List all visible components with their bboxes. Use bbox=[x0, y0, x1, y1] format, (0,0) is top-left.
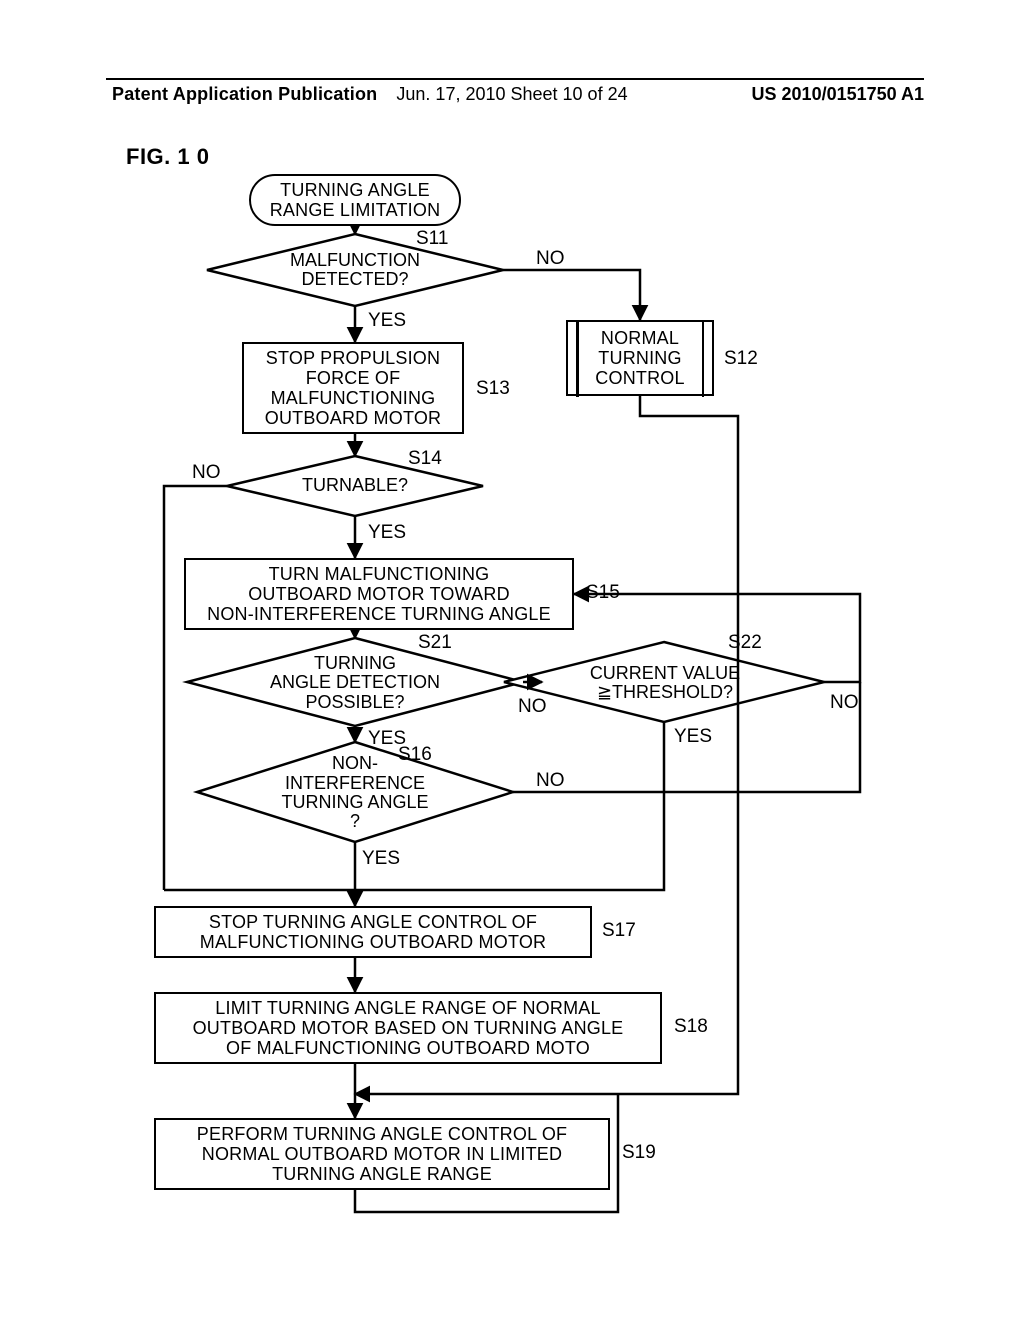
s21-label: TURNINGANGLE DETECTIONPOSSIBLE? bbox=[245, 656, 465, 710]
header-right: US 2010/0151750 A1 bbox=[752, 84, 924, 105]
s16-diamond bbox=[197, 742, 513, 842]
s13-tag: S13 bbox=[476, 378, 510, 400]
s17-tag: S17 bbox=[602, 920, 636, 942]
s14-tag: S14 bbox=[408, 448, 442, 470]
s16-yes: YES bbox=[362, 848, 400, 870]
s19-process: PERFORM TURNING ANGLE CONTROL OFNORMAL O… bbox=[154, 1118, 610, 1190]
flowchart-canvas: TURNING ANGLERANGE LIMITATION MALFUNCTIO… bbox=[140, 166, 900, 1286]
header-rule bbox=[106, 78, 924, 80]
s17-process: STOP TURNING ANGLE CONTROL OFMALFUNCTION… bbox=[154, 906, 592, 958]
s21-text: TURNINGANGLE DETECTIONPOSSIBLE? bbox=[270, 654, 440, 712]
s17-text: STOP TURNING ANGLE CONTROL OFMALFUNCTION… bbox=[200, 912, 546, 952]
s22-no: NO bbox=[830, 692, 859, 714]
s11-label: MALFUNCTIONDETECTED? bbox=[255, 250, 455, 290]
s11-yes: YES bbox=[368, 310, 406, 332]
start-text: TURNING ANGLERANGE LIMITATION bbox=[270, 180, 441, 220]
s11-no: NO bbox=[536, 248, 565, 270]
s12-text: NORMALTURNINGCONTROL bbox=[581, 328, 698, 388]
s18-text: LIMIT TURNING ANGLE RANGE OF NORMALOUTBO… bbox=[193, 998, 624, 1058]
s16-no: NO bbox=[536, 770, 565, 792]
s12-tag: S12 bbox=[724, 348, 758, 370]
start-terminator: TURNING ANGLERANGE LIMITATION bbox=[249, 174, 461, 226]
s22-yes: YES bbox=[674, 726, 712, 748]
header-left: Patent Application Publication bbox=[112, 84, 377, 105]
s14-label: TURNABLE? bbox=[280, 474, 430, 498]
s15-process: TURN MALFUNCTIONINGOUTBOARD MOTOR TOWARD… bbox=[184, 558, 574, 630]
s16-tag: S16 bbox=[398, 744, 432, 766]
s22-label: CURRENT VALUE≧THRESHOLD? bbox=[560, 664, 770, 702]
s12-process: NORMALTURNINGCONTROL bbox=[566, 320, 714, 396]
s18-process: LIMIT TURNING ANGLE RANGE OF NORMALOUTBO… bbox=[154, 992, 662, 1064]
s14-yes: YES bbox=[368, 522, 406, 544]
s16-label: NON-INTERFERENCETURNING ANGLE? bbox=[255, 760, 455, 826]
s11-tag: S11 bbox=[416, 228, 448, 250]
s19-tag: S19 bbox=[622, 1142, 656, 1164]
s11-diamond bbox=[207, 234, 503, 306]
page-header: Patent Application Publication Jun. 17, … bbox=[0, 82, 1024, 110]
s14-diamond bbox=[227, 456, 483, 516]
s21-diamond bbox=[187, 638, 523, 726]
s22-diamond bbox=[504, 642, 824, 722]
s21-no: NO bbox=[518, 696, 547, 718]
s13-text: STOP PROPULSIONFORCE OFMALFUNCTIONINGOUT… bbox=[265, 348, 441, 429]
s22-tag: S22 bbox=[728, 632, 762, 654]
s11-text: MALFUNCTIONDETECTED? bbox=[290, 251, 420, 290]
s14-no: NO bbox=[192, 462, 221, 484]
s14-text: TURNABLE? bbox=[302, 476, 408, 495]
s13-process: STOP PROPULSIONFORCE OFMALFUNCTIONINGOUT… bbox=[242, 342, 464, 434]
s21-tag: S21 bbox=[418, 632, 452, 654]
s18-tag: S18 bbox=[674, 1016, 708, 1038]
s15-text: TURN MALFUNCTIONINGOUTBOARD MOTOR TOWARD… bbox=[207, 564, 551, 624]
header-center: Jun. 17, 2010 Sheet 10 of 24 bbox=[396, 84, 627, 105]
s15-tag: S15 bbox=[586, 582, 620, 604]
s22-text: CURRENT VALUE≧THRESHOLD? bbox=[590, 664, 740, 703]
s19-text: PERFORM TURNING ANGLE CONTROL OFNORMAL O… bbox=[197, 1124, 567, 1184]
